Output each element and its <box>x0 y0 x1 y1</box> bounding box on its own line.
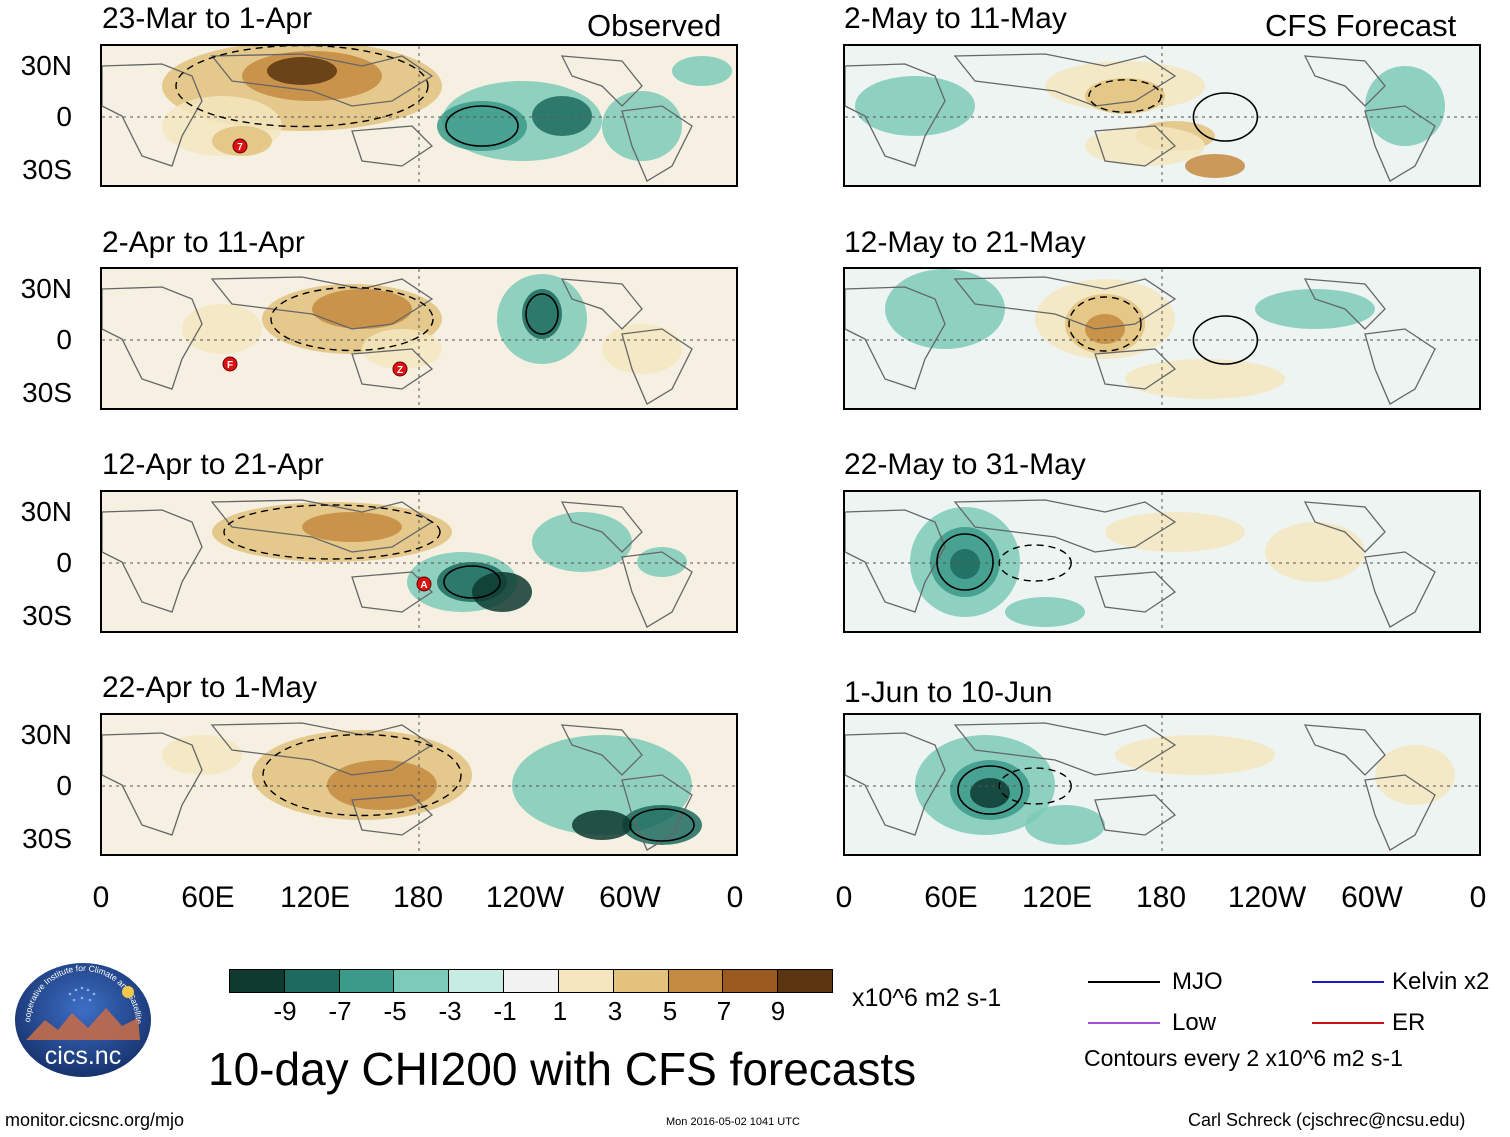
storm-marker: F <box>222 356 238 372</box>
footer-author: Carl Schreck (cjschrec@ncsu.edu) <box>1188 1110 1466 1130</box>
colorbar-tick-label: -5 <box>383 996 407 1026</box>
observed-header: Observed <box>587 8 722 43</box>
storm-marker-label: F <box>227 360 233 371</box>
colorbar-tick-label: -7 <box>328 996 352 1026</box>
colorbar-tick-label: -9 <box>273 996 297 1026</box>
colorbar-swatch <box>504 970 559 992</box>
mjo-legend-line <box>1088 981 1160 983</box>
colorbar-tick-label: 1 <box>552 996 568 1026</box>
colorbar-swatch <box>778 970 832 992</box>
colorbar-units: x10^6 m2 s-1 <box>852 984 1002 1012</box>
contour-note: Contours every 2 x10^6 m2 s-1 <box>1084 1045 1403 1071</box>
lon-label: 60E <box>181 881 235 914</box>
lat-label: 0 <box>56 547 72 578</box>
lat-label: 30S <box>22 154 72 185</box>
panel-title: 2-Apr to 11-Apr <box>102 226 305 259</box>
lon-label: 120W <box>1227 881 1307 914</box>
colorbar-tick-label: 7 <box>716 996 732 1026</box>
footer-timestamp: Mon 2016-05-02 1041 UTC <box>666 1116 800 1128</box>
panel-title: 12-May to 21-May <box>844 226 1086 259</box>
colorbar-swatch <box>668 970 724 992</box>
lat-label: 30N <box>20 719 72 750</box>
lon-label: 180 <box>1135 881 1187 914</box>
lat-label: 30S <box>22 600 72 631</box>
colorbar-tick-label: 3 <box>607 996 623 1026</box>
lon-label: 0 <box>726 881 744 914</box>
lon-label: 60W <box>1341 881 1403 914</box>
kelvin-legend-line <box>1312 981 1384 983</box>
lat-label: 30N <box>20 496 72 527</box>
er-legend-line <box>1312 1022 1384 1024</box>
kelvin-legend-label: Kelvin x2 <box>1392 968 1490 995</box>
lon-label: 0 <box>92 881 110 914</box>
low-legend-line <box>1088 1022 1160 1024</box>
panel-title: 23-Mar to 1-Apr <box>102 2 313 35</box>
colorbar-tick-label: 9 <box>770 996 786 1026</box>
map-panel: 7 <box>100 44 738 187</box>
panel-title: 12-Apr to 21-Apr <box>102 448 324 481</box>
map-panel <box>843 490 1481 633</box>
map-panel <box>843 44 1481 187</box>
map-panel <box>843 713 1481 856</box>
footer-url: monitor.cicsnc.org/mjo <box>5 1110 185 1130</box>
low-legend-label: Low <box>1172 1009 1217 1036</box>
colorbar <box>229 969 833 993</box>
map-panel: A <box>100 490 738 633</box>
storm-marker-label: A <box>420 580 427 591</box>
colorbar-swatch <box>339 970 395 992</box>
lon-label: 120W <box>485 881 565 914</box>
colorbar-swatch <box>613 970 669 992</box>
colorbar-swatch <box>558 970 614 992</box>
colorbar-swatch <box>449 970 505 992</box>
lat-label: 0 <box>56 770 72 801</box>
mjo-legend-label: MJO <box>1172 968 1223 995</box>
lon-label: 60E <box>924 881 978 914</box>
lon-label: 0 <box>835 881 853 914</box>
map-panel <box>100 713 738 856</box>
lat-label: 30N <box>20 273 72 304</box>
storm-marker-label: Z <box>397 365 403 376</box>
colorbar-tick-label: 5 <box>662 996 678 1026</box>
panel-title: 22-May to 31-May <box>844 448 1086 481</box>
forecast-header: CFS Forecast <box>1265 8 1457 43</box>
colorbar-swatch <box>230 970 285 992</box>
colorbar-swatch <box>394 970 450 992</box>
main-title: 10-day CHI200 with CFS forecasts <box>208 1043 917 1095</box>
er-legend-label: ER <box>1392 1009 1426 1036</box>
storm-marker: Z <box>392 361 408 377</box>
panel-title: 2-May to 11-May <box>844 2 1067 35</box>
colorbar-swatch <box>284 970 340 992</box>
storm-marker: 7 <box>232 138 248 154</box>
storm-marker-label: 7 <box>237 142 243 153</box>
lat-label: 30S <box>22 377 72 408</box>
lon-label: 120E <box>1021 881 1093 914</box>
map-panel <box>843 267 1481 410</box>
lon-label: 0 <box>1469 881 1487 914</box>
colorbar-tick-label: -3 <box>438 996 462 1026</box>
colorbar-swatch <box>723 970 779 992</box>
cics-logo: Cooperative Institute for Climate and Sa… <box>7 950 156 1078</box>
panel-title: 1-Jun to 10-Jun <box>844 676 1053 709</box>
logo-name: cics.nc <box>45 1042 121 1070</box>
lat-label: 0 <box>56 324 72 355</box>
lon-label: 60W <box>599 881 661 914</box>
lon-label: 180 <box>392 881 444 914</box>
colorbar-tick-label: -1 <box>493 996 517 1026</box>
panel-title: 22-Apr to 1-May <box>102 671 318 704</box>
lat-label: 0 <box>56 101 72 132</box>
lat-label: 30N <box>20 50 72 81</box>
storm-marker: A <box>416 576 432 592</box>
lat-label: 30S <box>22 823 72 854</box>
lon-label: 120E <box>279 881 351 914</box>
